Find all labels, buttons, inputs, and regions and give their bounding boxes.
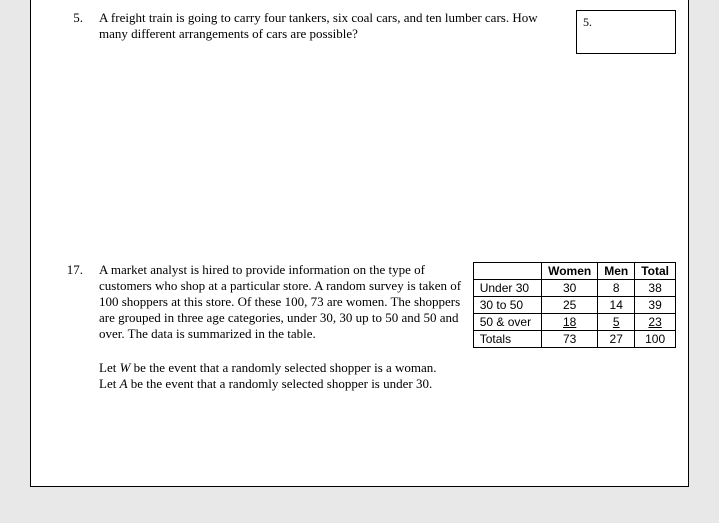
- problem-17: 17. A market analyst is hired to provide…: [43, 262, 676, 392]
- table-body: Under 303083830 to 5025143950 & over1852…: [473, 280, 675, 348]
- table-row: Totals7327100: [473, 331, 675, 348]
- problem-5: 5. A freight train is going to carry fou…: [43, 10, 676, 54]
- table-header: Women: [542, 263, 598, 280]
- problem-body: A freight train is going to carry four t…: [99, 10, 676, 54]
- table-header: Total: [635, 263, 676, 280]
- problem-number: 5.: [43, 10, 99, 54]
- table-header: Men: [598, 263, 635, 280]
- cell: 18: [542, 314, 598, 331]
- answer-box: 5.: [576, 10, 676, 54]
- cell: 38: [635, 280, 676, 297]
- cell: 23: [635, 314, 676, 331]
- table-header-row: Women Men Total: [473, 263, 675, 280]
- answer-box-label: 5.: [583, 15, 592, 29]
- table-row: 50 & over18523: [473, 314, 675, 331]
- let-w-line: Let W be the event that a randomly selec…: [99, 360, 676, 376]
- problem-number: 17.: [43, 262, 99, 392]
- cell: 8: [598, 280, 635, 297]
- data-table: Women Men Total Under 303083830 to 50251…: [473, 262, 676, 348]
- cell: 100: [635, 331, 676, 348]
- row-label: Totals: [473, 331, 541, 348]
- table-row: Under 3030838: [473, 280, 675, 297]
- let-a-line: Let A be the event that a randomly selec…: [99, 376, 676, 392]
- table-row: 30 to 50251439: [473, 297, 675, 314]
- table-header: [473, 263, 541, 280]
- row-label: 30 to 50: [473, 297, 541, 314]
- problem-text: A market analyst is hired to provide inf…: [99, 262, 465, 342]
- row-label: Under 30: [473, 280, 541, 297]
- row-label: 50 & over: [473, 314, 541, 331]
- cell: 14: [598, 297, 635, 314]
- spacer: [43, 64, 676, 262]
- cell: 27: [598, 331, 635, 348]
- cell: 5: [598, 314, 635, 331]
- problem-body: A market analyst is hired to provide inf…: [99, 262, 676, 392]
- cell: 25: [542, 297, 598, 314]
- cell: 30: [542, 280, 598, 297]
- let-block: Let W be the event that a randomly selec…: [99, 360, 676, 392]
- cell: 39: [635, 297, 676, 314]
- cell: 73: [542, 331, 598, 348]
- problem-text: A freight train is going to carry four t…: [99, 10, 576, 42]
- worksheet-page: 5. A freight train is going to carry fou…: [30, 0, 689, 487]
